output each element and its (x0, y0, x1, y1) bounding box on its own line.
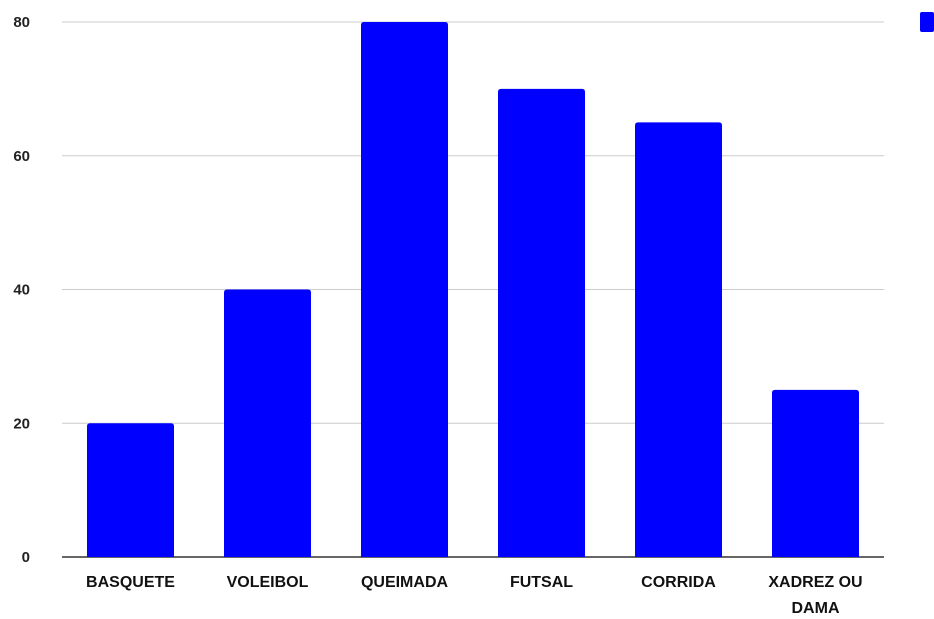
x-category-label: XADREZ OU DAMA (768, 574, 862, 617)
x-category-label: VOLEIBOL (227, 574, 309, 591)
x-category-label: BASQUETE (86, 574, 175, 591)
gridlines (62, 21, 884, 558)
bar-corrida (635, 122, 722, 557)
y-axis-tick-labels: 0 20 40 60 80 (13, 14, 30, 566)
bar-queimada (361, 22, 448, 557)
x-category-label: FUTSAL (510, 574, 573, 591)
bars (87, 22, 859, 557)
x-category-label: QUEIMADA (361, 574, 449, 591)
x-category-label: CORRIDA (641, 574, 716, 591)
y-tick-label: 0 (22, 549, 30, 566)
y-tick-label: 80 (13, 14, 30, 31)
y-tick-label: 60 (13, 148, 30, 165)
y-tick-label: 40 (13, 282, 30, 299)
bar-voleibol (224, 289, 311, 557)
x-axis-category-labels: BASQUETE VOLEIBOL QUEIMADA FUTSAL CORRIDA XAD… (86, 574, 863, 617)
legend-swatch (920, 12, 934, 32)
legend (920, 12, 934, 32)
bar-basquete (87, 423, 174, 557)
bar-xadrez-ou-dama (772, 389, 859, 557)
y-tick-label: 20 (13, 415, 30, 432)
bar-futsal (498, 88, 585, 557)
